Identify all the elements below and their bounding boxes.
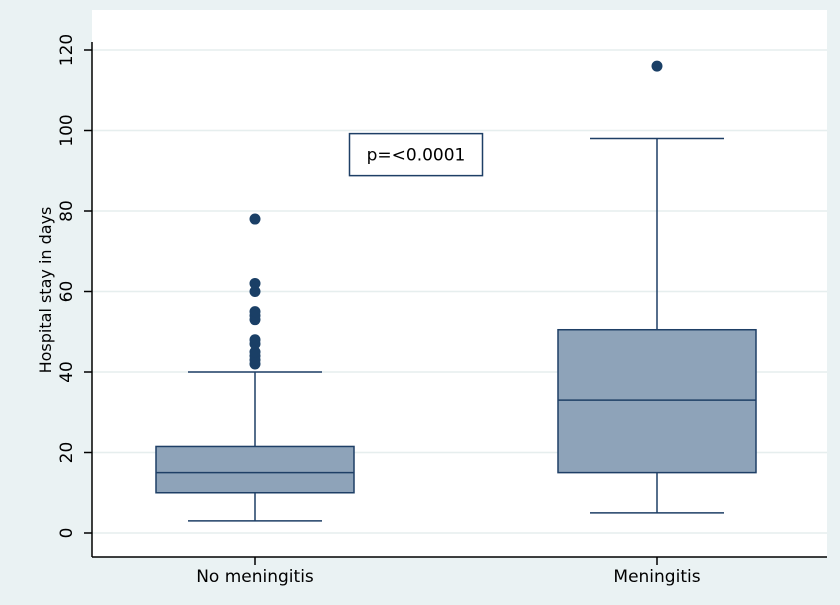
outlier-point [249, 213, 261, 225]
outlier-point [651, 60, 663, 72]
y-tick-label: 120 [57, 34, 77, 66]
outlier-point [249, 334, 261, 346]
y-axis-ticks: 0 20 40 60 80 100 120 [57, 34, 92, 539]
x-axis-ticks: No meningitis Meningitis [196, 557, 701, 587]
annotation-box [348, 132, 484, 177]
y-tick-label: 60 [57, 281, 77, 303]
box-group [155, 213, 355, 522]
x-category-label: Meningitis [613, 567, 700, 587]
y-tick-label: 40 [57, 361, 77, 383]
outlier-point [249, 306, 261, 318]
annotations: p=<0.0001 [348, 132, 484, 177]
y-tick-label: 0 [57, 528, 77, 539]
iqr-box [155, 445, 355, 494]
x-category-label: No meningitis [196, 567, 314, 587]
outlier-point [249, 346, 261, 358]
y-tick-label: 80 [57, 200, 77, 222]
y-axis-title: Hospital stay in days [36, 207, 55, 374]
iqr-box [557, 328, 757, 474]
annotation-text: p=<0.0001 [367, 146, 466, 166]
outlier-point [249, 277, 261, 289]
y-tick-label: 20 [57, 442, 77, 464]
box-group [557, 60, 757, 514]
y-tick-label: 100 [57, 114, 77, 146]
boxes [155, 60, 757, 522]
outlier-point [249, 286, 261, 297]
